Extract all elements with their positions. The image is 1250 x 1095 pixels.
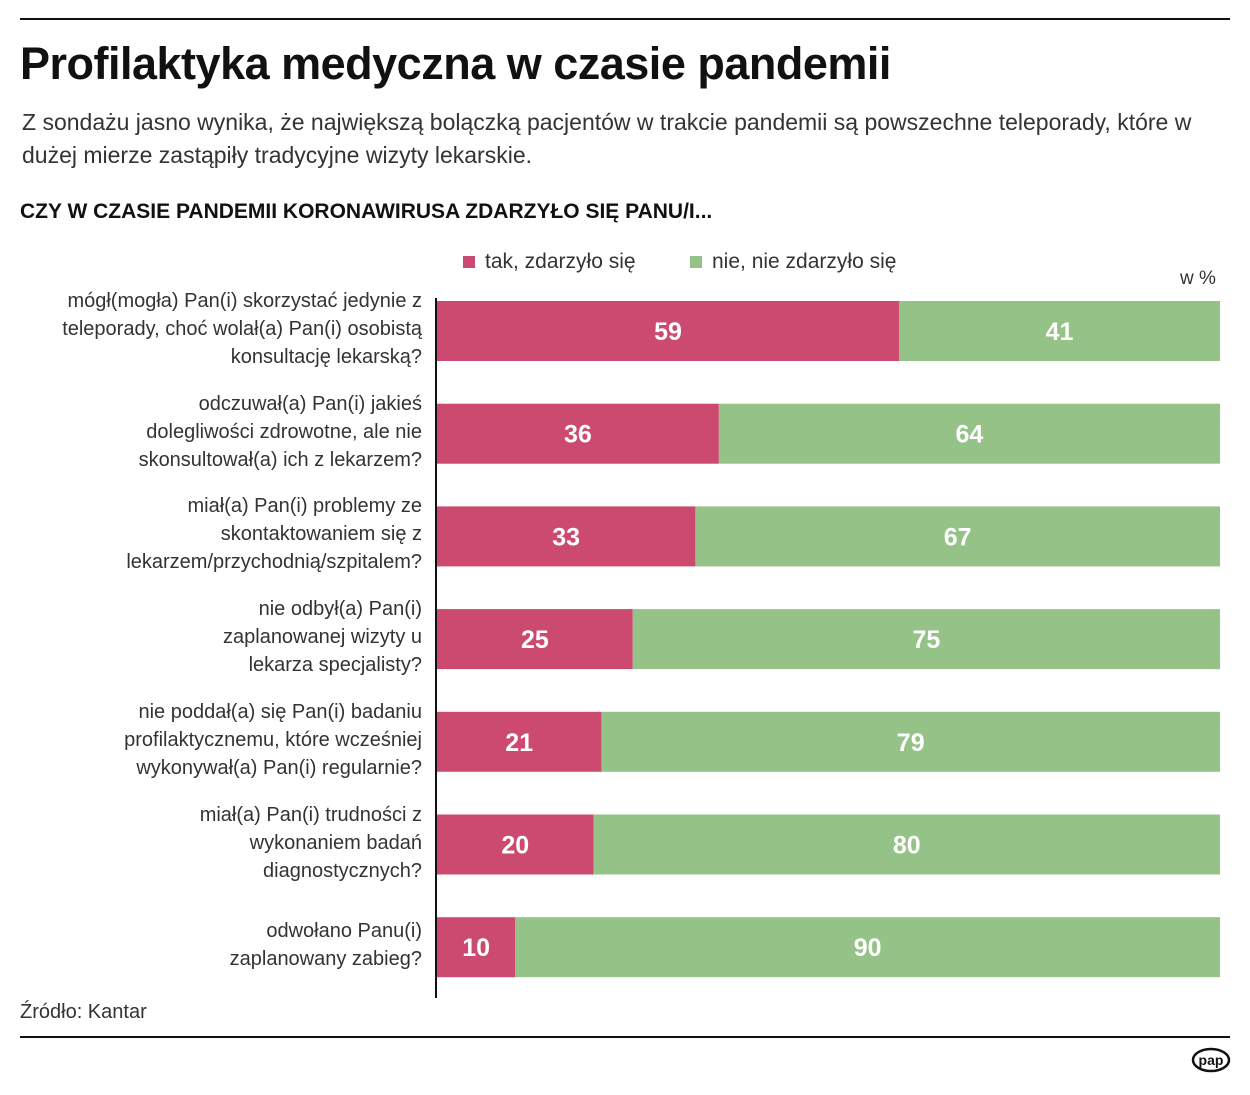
data-label: 36 [564,421,592,449]
category-label: odczuwał(a) Pan(i) jakieś dolegliwości zd… [138,392,422,471]
category-label: miał(a) Pan(i) trudności z wykonaniem bad… [199,803,422,882]
source: Źródło: Kantar [20,1001,147,1023]
legend-swatch [690,256,702,268]
data-label: 41 [1046,318,1074,346]
pap-logo: pap [1191,1047,1231,1073]
data-label: 33 [552,523,580,551]
bar-nie [515,917,1220,978]
bar-tak [437,917,516,978]
data-label: 90 [854,934,882,962]
bar-tak [437,609,633,670]
bar-tak [437,403,719,464]
bar-tak [437,301,899,361]
data-label: 59 [654,318,682,346]
data-label: 79 [897,729,925,757]
category-label: odwołano Panu(i) zaplanowany zabieg? [229,920,422,971]
y-axis-line [435,298,437,998]
bottom-rule [20,1036,1230,1038]
bar-nie [695,506,1220,567]
top-rule [20,18,1230,20]
category-label: nie poddał(a) się Pan(i) badaniu profilak… [124,700,422,779]
category-label: nie odbył(a) Pan(i) zaplanowanej wizyty u… [223,598,422,677]
data-label: 64 [956,421,984,449]
legend-item-nie: nie, nie zdarzyło się [690,250,896,274]
data-label: 21 [505,729,533,757]
data-label: 67 [944,523,972,551]
svg-text:pap: pap [1199,1052,1224,1068]
bar-nie [593,814,1220,875]
chart-title: CZY W CZASIE PANDEMII KORONAWIRUSA ZDARZ… [20,200,713,223]
legend-swatch [463,256,475,268]
bar-nie [601,711,1220,772]
data-label: 25 [521,626,549,654]
bar-tak [437,506,696,567]
legend-label: nie, nie zdarzyło się [712,250,897,273]
data-label: 20 [501,832,529,860]
data-label: 80 [893,832,921,860]
bar-tak [437,814,594,875]
subtitle: Z sondażu jasno wynika, że największą bo… [22,109,1192,168]
data-label: 10 [462,934,490,962]
legend-label: tak, zdarzyło się [485,250,636,273]
bar-nie [898,301,1220,361]
data-label: 75 [912,626,940,654]
bar-nie [632,609,1220,670]
bar-tak [437,711,602,772]
category-label: miał(a) Pan(i) problemy ze skontaktowanie… [126,495,422,574]
legend-item-tak: tak, zdarzyło się [463,250,636,274]
unit-label: w % [1180,268,1216,289]
bar-nie [718,403,1220,464]
page-title: Profilaktyka medyczna w czasie pandemii [20,38,891,89]
